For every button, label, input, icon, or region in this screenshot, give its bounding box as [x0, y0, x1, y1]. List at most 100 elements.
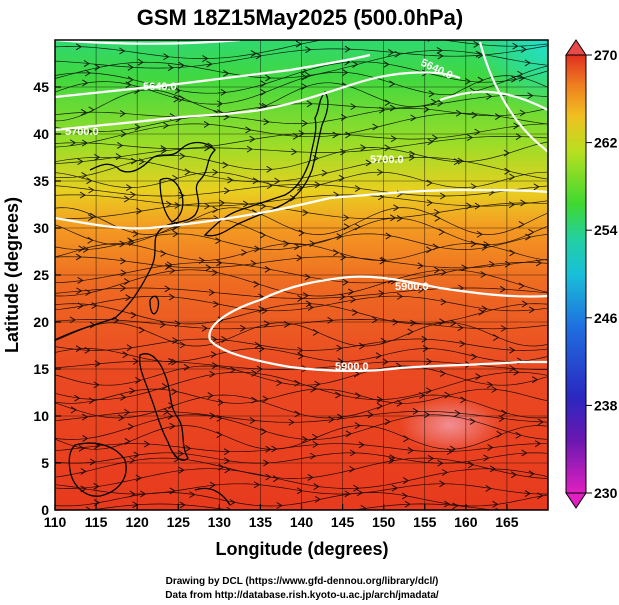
arrowhead [178, 61, 185, 69]
arrowhead [450, 319, 457, 327]
arrowhead [241, 249, 248, 257]
contour-arc [55, 40, 241, 45]
arrowhead [476, 230, 484, 238]
colorbar-tick-label: 230 [594, 485, 618, 501]
arrowhead [94, 360, 101, 368]
credit-drawing: Drawing by DCL (https://www.gfd-dennou.o… [166, 576, 439, 587]
arrowhead [527, 92, 534, 100]
arrowhead [81, 413, 89, 421]
arrowhead [229, 498, 236, 506]
arrowhead [206, 60, 213, 68]
arrowhead [91, 302, 98, 310]
arrowhead [132, 230, 139, 238]
arrowhead [491, 386, 498, 393]
arrowhead [208, 289, 216, 296]
arrowhead [127, 63, 134, 71]
arrowhead [204, 144, 211, 152]
coastline-new-guinea [194, 487, 231, 506]
y-tick-label: 15 [33, 361, 49, 377]
arrowhead [297, 294, 304, 302]
arrowhead [184, 168, 191, 176]
arrowhead [312, 328, 319, 336]
arrowhead [350, 296, 357, 304]
x-tick-label: 150 [372, 514, 396, 530]
arrowhead [441, 468, 449, 476]
arrowhead [513, 368, 520, 376]
arrowhead [391, 484, 398, 492]
grid-lines [55, 40, 548, 510]
arrowhead [117, 142, 124, 149]
arrowhead [169, 267, 176, 275]
arrowhead [421, 335, 428, 343]
arrowhead [457, 324, 464, 332]
arrowhead [266, 182, 273, 190]
arrowhead [204, 202, 211, 210]
arrowhead [515, 431, 522, 439]
arrowhead [227, 176, 234, 184]
arrowhead [384, 99, 391, 107]
arrowhead [309, 452, 317, 460]
arrowhead [307, 303, 315, 311]
arrowhead [120, 257, 127, 265]
arrowhead [262, 395, 269, 403]
coastline-taiwan [149, 295, 160, 315]
arrowhead [249, 417, 256, 425]
arrowhead [520, 199, 527, 207]
arrowhead [524, 490, 531, 497]
arrowhead [311, 433, 319, 441]
arrowhead [162, 122, 170, 129]
arrowhead [289, 194, 297, 202]
arrowhead [122, 351, 129, 359]
arrowhead [124, 408, 131, 416]
y-tick-label: 35 [33, 173, 49, 189]
arrowhead [439, 192, 447, 200]
arrowhead [480, 271, 487, 278]
arrowhead [511, 75, 518, 83]
y-tick-label: 30 [33, 220, 49, 236]
arrowhead [454, 409, 461, 417]
arrowhead [327, 316, 334, 324]
arrowhead [339, 33, 344, 39]
arrowhead [217, 398, 225, 406]
arrowhead [220, 88, 227, 96]
arrowhead [427, 138, 434, 146]
arrowhead [273, 512, 278, 518]
arrowhead [345, 131, 352, 139]
arrowhead [537, 418, 544, 426]
arrowhead [427, 454, 435, 462]
arrowhead [74, 394, 81, 402]
arrowhead [140, 490, 147, 498]
arrowhead [486, 92, 493, 100]
arrowhead [69, 139, 77, 147]
arrowhead [344, 45, 351, 53]
arrowhead [501, 409, 508, 417]
arrowhead [302, 209, 309, 217]
arrowhead [80, 468, 87, 475]
arrowhead [89, 212, 97, 220]
arrowhead [250, 260, 257, 267]
arrowhead [173, 95, 180, 103]
arrowhead [283, 321, 291, 328]
colorbar-tick-label: 246 [594, 310, 618, 326]
arrowhead [446, 448, 454, 455]
contour-label: 5900.0 [335, 361, 369, 373]
arrowhead [464, 77, 472, 85]
arrowhead [298, 229, 305, 237]
arrowhead [396, 215, 403, 222]
colorbar-tick-label: 270 [594, 47, 618, 63]
arrowhead [212, 206, 219, 214]
arrowhead [253, 481, 261, 489]
arrowhead [474, 202, 481, 210]
arrowhead [171, 358, 178, 366]
arrowhead [499, 285, 507, 293]
arrowhead [508, 201, 516, 209]
arrowhead [404, 500, 411, 508]
arrowhead [246, 145, 253, 153]
arrowhead [336, 344, 343, 352]
arrowhead [512, 42, 519, 50]
arrowhead [384, 418, 391, 426]
arrowhead [338, 174, 345, 182]
arrowhead [189, 491, 196, 499]
arrowhead [496, 430, 503, 438]
arrowhead [509, 249, 516, 257]
